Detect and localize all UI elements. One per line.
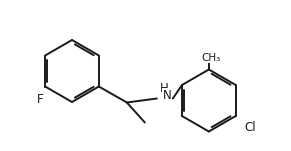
Text: N: N xyxy=(162,89,171,102)
Text: H: H xyxy=(159,82,168,95)
Text: CH₃: CH₃ xyxy=(201,53,221,63)
Text: F: F xyxy=(37,93,43,106)
Text: Cl: Cl xyxy=(244,120,255,133)
